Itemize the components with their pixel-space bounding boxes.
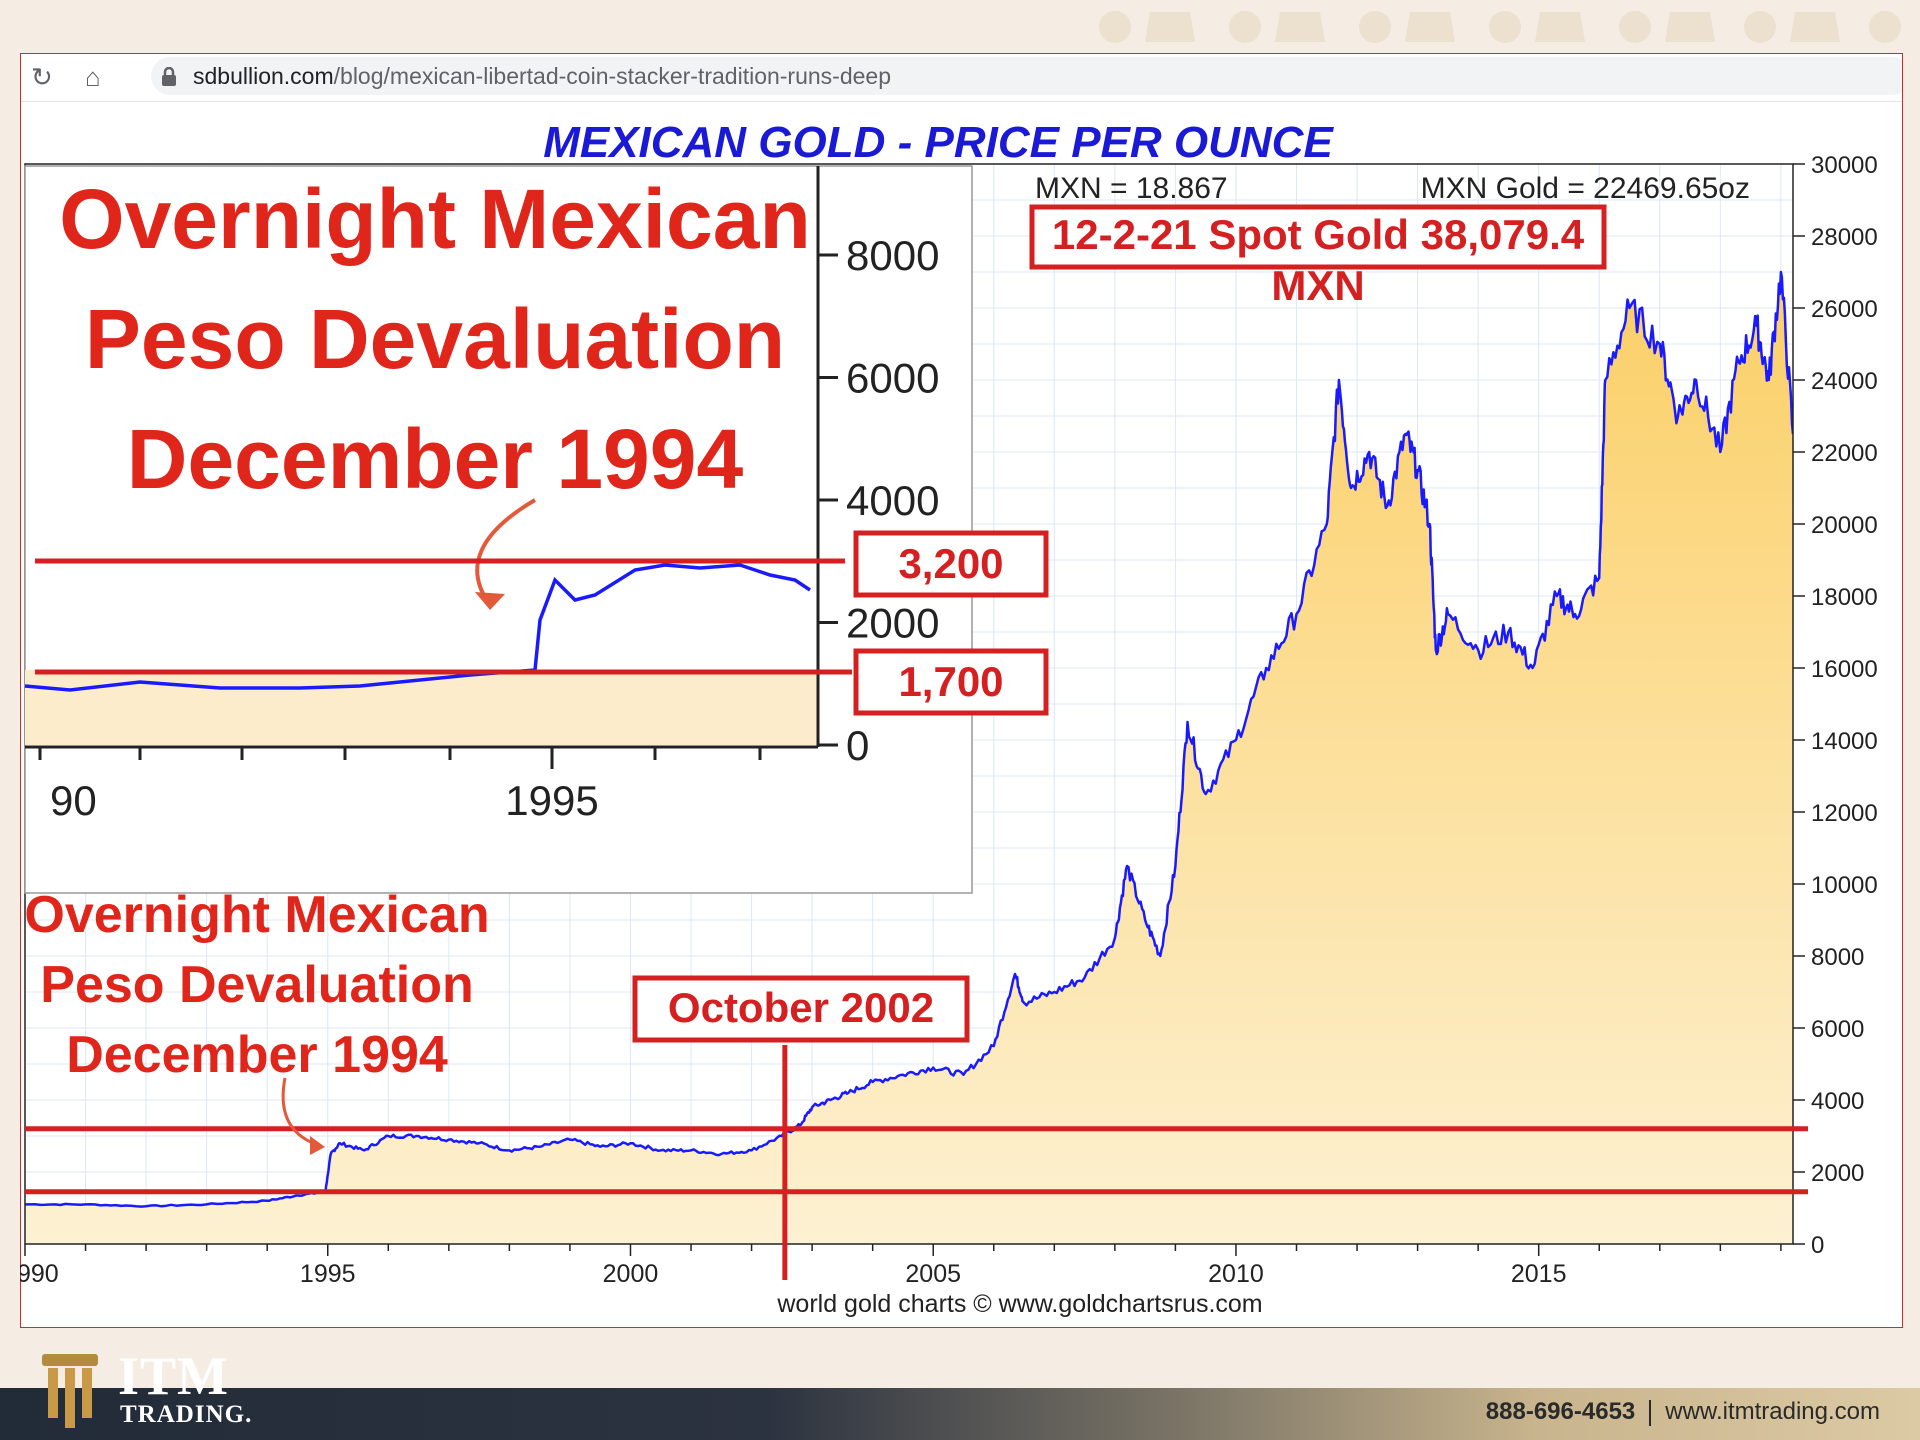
home-icon[interactable]: ⌂ bbox=[85, 62, 101, 92]
y-tick-label: 18000 bbox=[1811, 584, 1878, 611]
inset-text-line-3: December 1994 bbox=[127, 412, 744, 506]
price-line bbox=[25, 270, 1793, 1208]
x-axis: 990 1995 2000 2005 2010 2015 bbox=[20, 1244, 1782, 1288]
y-axis: 0 2000 4000 6000 8000 10000 12000 14000 16000 180… bbox=[1793, 152, 1878, 1259]
inset-price-line bbox=[24, 563, 811, 692]
inset-y-tick-label: 8000 bbox=[846, 232, 939, 279]
y-tick-label: 10000 bbox=[1811, 872, 1878, 899]
x-tick-label: 2000 bbox=[603, 1260, 659, 1288]
browser-address-bar: ↻ ⌂ sdbullion.com/blog/mexican-libertad-… bbox=[21, 54, 1902, 102]
y-tick-label: 4000 bbox=[1811, 1088, 1864, 1115]
y-tick-label: 24000 bbox=[1811, 368, 1878, 395]
x-tick-label-start: 990 bbox=[20, 1260, 59, 1288]
y-tick-label: 6000 bbox=[1811, 1016, 1864, 1043]
mxn-rate-label: MXN = 18.867 bbox=[1035, 172, 1228, 205]
x-tick-label: 2015 bbox=[1511, 1260, 1567, 1288]
inset-y-tick-label: 6000 bbox=[846, 355, 939, 402]
devaluation-arrow-head bbox=[310, 1136, 325, 1155]
inset-text-line-1: Overnight Mexican bbox=[59, 172, 811, 266]
spot-gold-line-2: MXN bbox=[1271, 262, 1364, 309]
inset-chart: 0 2000 4000 6000 8000 90 1995 Overnight Mexi… bbox=[24, 165, 973, 894]
y-tick-label: 22000 bbox=[1811, 440, 1878, 467]
spot-gold-box bbox=[1029, 204, 1607, 270]
devaluation-line-2: Peso Devaluation bbox=[40, 956, 473, 1014]
url-host: sdbullion.com bbox=[193, 63, 334, 89]
x-tick-label: 1995 bbox=[300, 1260, 356, 1288]
gold-price-chart: 0 2000 4000 6000 8000 10000 12000 14000 16000 180… bbox=[20, 118, 1878, 1318]
y-tick-label: 12000 bbox=[1811, 800, 1878, 827]
footer-website[interactable]: www.itmtrading.com bbox=[1665, 1398, 1880, 1425]
x-tick-label: 2005 bbox=[905, 1260, 961, 1288]
label-box-1700 bbox=[853, 648, 1049, 716]
itm-logo-word: ITM bbox=[118, 1346, 229, 1406]
devaluation-line-1: Overnight Mexican bbox=[24, 886, 489, 944]
label-box-3200 bbox=[853, 530, 1049, 598]
y-tick-label: 26000 bbox=[1811, 296, 1878, 323]
y-tick-label: 2000 bbox=[1811, 1160, 1864, 1187]
chart-source: world gold charts © www.goldchartsrus.co… bbox=[776, 1290, 1262, 1318]
october-label: October 2002 bbox=[668, 984, 934, 1031]
inset-y-tick-label: 4000 bbox=[846, 477, 939, 524]
itm-logo-icon bbox=[42, 1354, 98, 1428]
inset-x-label-1995: 1995 bbox=[505, 777, 598, 824]
itm-logo-sub: TRADING. bbox=[120, 1401, 253, 1428]
url-path: /blog/mexican-libertad-coin-stacker-trad… bbox=[333, 63, 891, 89]
url-field[interactable] bbox=[151, 57, 1902, 95]
devaluation-line-3: December 1994 bbox=[66, 1026, 448, 1084]
devaluation-arrow bbox=[281, 1077, 319, 1147]
lock-icon bbox=[162, 67, 176, 86]
price-area bbox=[25, 272, 1793, 1244]
y-tick-label: 30000 bbox=[1811, 152, 1878, 179]
inset-arrow-head bbox=[475, 592, 505, 610]
label-3200: 3,200 bbox=[898, 540, 1003, 587]
footer-bar: 888-696-4653 www.itmtrading.com bbox=[0, 1388, 1920, 1440]
spot-gold-line-1: 12-2-21 Spot Gold 38,079.4 bbox=[1052, 211, 1585, 258]
footer-contact: 888-696-4653 www.itmtrading.com bbox=[1486, 1398, 1880, 1426]
x-tick-label: 2010 bbox=[1208, 1260, 1264, 1288]
october-box bbox=[632, 975, 970, 1043]
y-tick-label: 20000 bbox=[1811, 512, 1878, 539]
annotations: 3,200 1,700 12-2-21 Spot Gold 38,079.4 M… bbox=[24, 204, 1808, 1280]
y-tick-label: 0 bbox=[1811, 1232, 1824, 1259]
inset-arrow bbox=[475, 498, 537, 607]
mxn-gold-label: MXN Gold = 22469.65oz bbox=[1421, 172, 1750, 205]
url-text[interactable]: sdbullion.com/blog/mexican-libertad-coin… bbox=[193, 63, 891, 90]
reload-icon[interactable]: ↻ bbox=[31, 62, 53, 92]
inset-text-line-2: Peso Devaluation bbox=[85, 292, 785, 386]
inset-axes: 0 2000 4000 6000 8000 bbox=[38, 232, 939, 769]
y-tick-label: 8000 bbox=[1811, 944, 1864, 971]
y-tick-label: 14000 bbox=[1811, 728, 1878, 755]
inset-y-tick-label: 0 bbox=[846, 722, 869, 769]
chart-title: MEXICAN GOLD - PRICE PER OUNCE bbox=[543, 118, 1334, 167]
label-1700: 1,700 bbox=[898, 658, 1003, 705]
inset-x-label-start: 90 bbox=[50, 777, 97, 824]
y-tick-label: 16000 bbox=[1811, 656, 1878, 683]
y-tick-label: 28000 bbox=[1811, 224, 1878, 251]
footer-phone[interactable]: 888-696-4653 bbox=[1485, 1398, 1636, 1425]
decorative-pattern bbox=[1099, 11, 1901, 43]
inset-y-tick-label: 2000 bbox=[846, 600, 939, 647]
